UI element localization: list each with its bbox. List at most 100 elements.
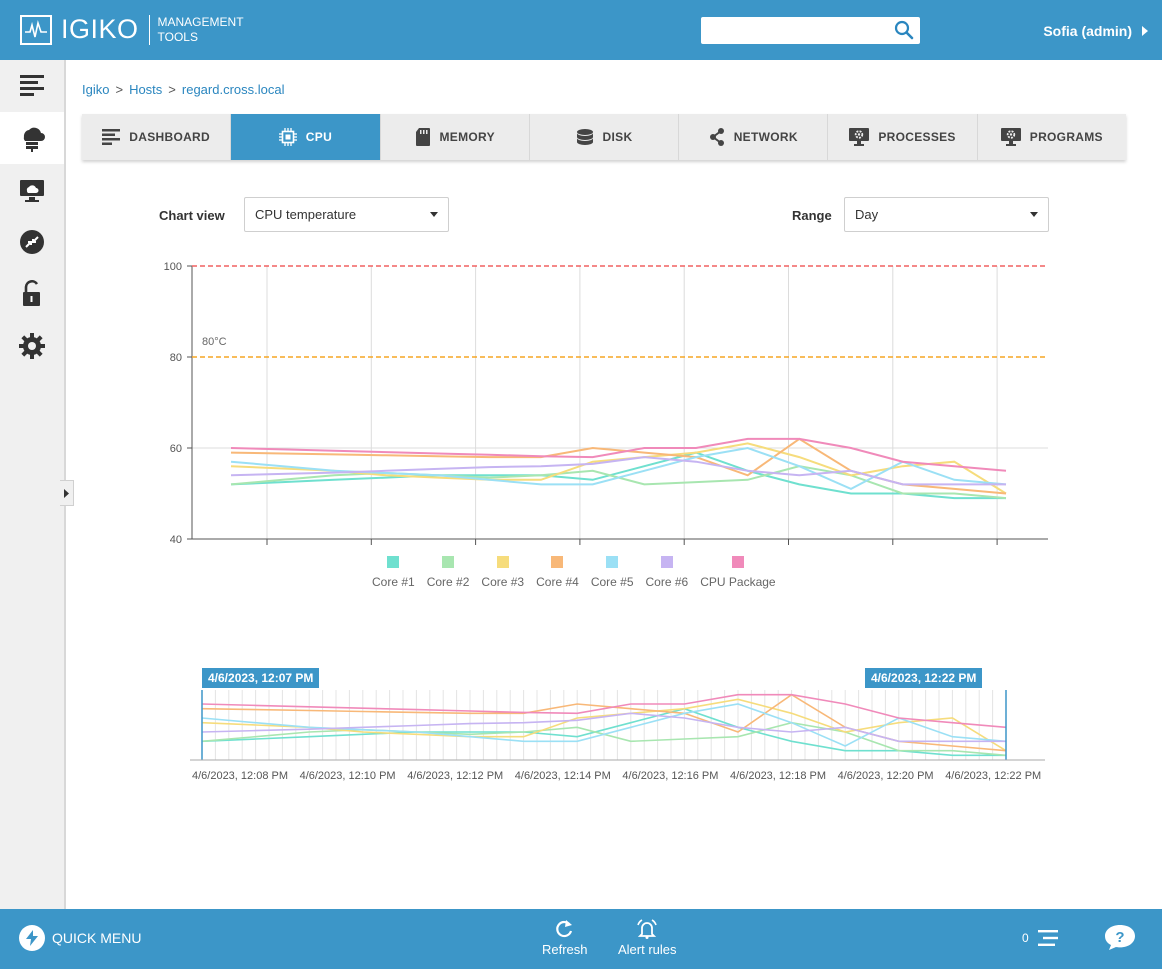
legend-item-2[interactable]: Core #2 [426, 556, 470, 589]
quick-menu-label: QUICK MENU [52, 930, 142, 946]
legend-swatch [606, 556, 619, 568]
legend-label: Core #2 [426, 575, 470, 589]
navigator-end-label[interactable]: 4/6/2023, 12:22 PM [865, 668, 983, 688]
navigator-tick-label: 4/6/2023, 12:14 PM [515, 770, 611, 782]
chart-view-value: CPU temperature [255, 207, 357, 222]
breadcrumb-item-igiko[interactable]: Igiko [82, 82, 110, 97]
series-line-6[interactable] [230, 456, 1006, 486]
legend-item-6[interactable]: Core #6 [645, 556, 689, 589]
chart-legend: Core #1 Core #2 Core #3 Core #4 Core #5 Core … [372, 556, 788, 589]
legend-item-7[interactable]: CPU Package [700, 556, 776, 589]
monitor-gear-icon [849, 128, 870, 146]
legend-swatch [387, 556, 400, 568]
sidebar-collapse-toggle[interactable] [60, 480, 74, 506]
breadcrumb-item-hosts[interactable]: Hosts [129, 82, 163, 97]
series-line-7[interactable] [230, 437, 1007, 472]
quick-menu-button[interactable]: QUICK MENU [19, 925, 141, 951]
warning-threshold-label: 80°C [202, 336, 227, 348]
range-value: Day [855, 207, 879, 222]
gear-icon [19, 333, 45, 359]
legend-item-4[interactable]: Core #4 [536, 556, 579, 589]
user-menu[interactable]: Sofia (admin) [1043, 23, 1148, 39]
sidebar-item-security[interactable] [0, 268, 64, 320]
series-line-1[interactable] [230, 451, 1006, 500]
tab-label: PROGRAMS [1029, 130, 1103, 144]
legend-item-5[interactable]: Core #5 [591, 556, 634, 589]
range-label: Range [792, 208, 832, 223]
dashboard-lines-icon [102, 129, 121, 145]
y-tick-label: 40 [170, 534, 182, 546]
navigator-start-label[interactable]: 4/6/2023, 12:07 PM [202, 668, 320, 688]
remote-connect-icon [20, 230, 44, 254]
tab-network[interactable]: NETWORK [679, 114, 829, 160]
legend-label: Core #6 [645, 575, 689, 589]
series-line-4[interactable] [230, 437, 1007, 495]
tab-label: CPU [305, 130, 333, 144]
sidebar-item-menu[interactable] [0, 60, 64, 112]
tab-programs[interactable]: PROGRAMS [978, 114, 1126, 160]
search-input[interactable] [701, 17, 891, 44]
logo-name: IGIKO [61, 14, 139, 44]
tab-label: MEMORY [439, 130, 495, 144]
chevron-down-icon [430, 212, 438, 217]
sidebar-item-settings[interactable] [0, 320, 64, 372]
app-logo[interactable]: IGIKO MANAGEMENT TOOLS [20, 14, 244, 45]
sidebar-item-hosts[interactable] [0, 112, 64, 164]
help-icon[interactable]: ? [1104, 923, 1136, 956]
chart-view-select[interactable]: CPU temperature [244, 197, 449, 232]
y-tick-label: 100 [164, 261, 182, 273]
navigator-tick-label: 4/6/2023, 12:22 PM [945, 770, 1041, 782]
disk-stack-icon [576, 129, 593, 145]
tab-disk[interactable]: DISK [530, 114, 680, 160]
legend-label: Core #3 [481, 575, 525, 589]
navigator-series-3 [201, 698, 1007, 752]
logo-icon [20, 14, 52, 45]
alert-rules-label: Alert rules [618, 942, 677, 957]
chart-view-label: Chart view [159, 208, 225, 223]
refresh-button[interactable]: Refresh [542, 919, 588, 957]
logo-subtitle-line1: MANAGEMENT [157, 14, 244, 29]
alert-rules-button[interactable]: Alert rules [618, 919, 677, 957]
tab-label: DISK [602, 130, 633, 144]
tab-label: PROCESSES [878, 130, 956, 144]
navigator-tick-label: 4/6/2023, 12:08 PM [192, 770, 288, 782]
legend-item-3[interactable]: Core #3 [481, 556, 524, 589]
sidebar-item-cloud-monitor[interactable] [0, 164, 64, 216]
menu-lines-icon [20, 75, 44, 96]
time-navigator-chart[interactable]: 4/6/2023, 12:08 PM 4/6/2023, 12:10 PM 4/6/… [185, 665, 1055, 790]
legend-swatch [442, 556, 455, 568]
navigator-tick-label: 4/6/2023, 12:20 PM [838, 770, 934, 782]
legend-label: Core #1 [372, 575, 415, 589]
range-select[interactable]: Day [844, 197, 1049, 232]
series-line-3[interactable] [230, 442, 1007, 495]
tab-memory[interactable]: MEMORY [381, 114, 530, 160]
tab-processes[interactable]: PROCESSES [828, 114, 978, 160]
unlock-icon [23, 280, 40, 306]
breadcrumb-item-host[interactable]: regard.cross.local [181, 82, 285, 97]
search-icon[interactable] [894, 20, 916, 42]
task-count: 0 [1022, 931, 1029, 945]
breadcrumb-separator: > [115, 82, 124, 97]
user-name: Sofia (admin) [1043, 23, 1132, 39]
sidebar [0, 60, 74, 909]
logo-divider [148, 14, 150, 45]
navigator-tick-label: 4/6/2023, 12:16 PM [622, 770, 718, 782]
network-share-icon [709, 128, 724, 146]
logo-subtitle: MANAGEMENT TOOLS [158, 15, 244, 45]
cpu-chip-icon [278, 128, 297, 146]
cpu-temperature-chart: 40 60 80 100 80°C [164, 261, 1048, 546]
host-tabs: DASHBOARD CPU MEMORY DISK NETWORK PROCES… [82, 114, 1126, 160]
task-list-icon[interactable] [1038, 929, 1058, 952]
search-box [701, 17, 920, 44]
navigator-tick-label: 4/6/2023, 12:18 PM [730, 770, 826, 782]
legend-label: Core #5 [590, 575, 634, 589]
cloud-server-icon [23, 127, 45, 152]
bottom-bar: QUICK MENU Refresh Alert rules 0 ? [0, 909, 1162, 969]
legend-item-1[interactable]: Core #1 [372, 556, 415, 589]
tab-dashboard[interactable]: DASHBOARD [82, 114, 232, 160]
sidebar-item-remote[interactable] [0, 216, 64, 268]
bell-alarm-icon [637, 919, 658, 939]
refresh-label: Refresh [542, 942, 588, 957]
svg-text:?: ? [1115, 929, 1124, 946]
tab-cpu[interactable]: CPU [231, 114, 381, 160]
